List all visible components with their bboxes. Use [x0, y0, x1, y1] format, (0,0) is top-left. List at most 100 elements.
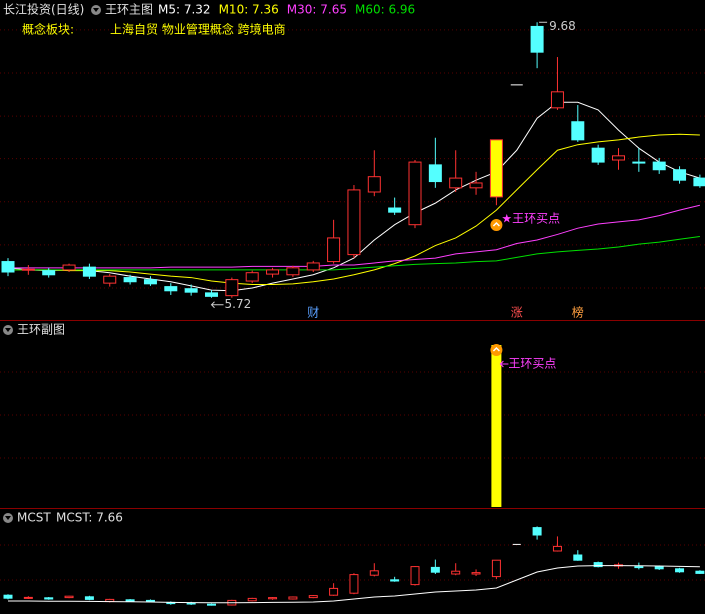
- candle-body: [471, 572, 481, 575]
- mcst-title: MCST: [17, 511, 51, 525]
- legend-entry: M5: 7.32: [158, 3, 211, 17]
- buy-icon: [492, 346, 500, 352]
- candle-body: [42, 270, 56, 276]
- candle-body: [489, 139, 503, 198]
- candle-body: [532, 527, 542, 536]
- menu-icon[interactable]: [91, 5, 101, 15]
- candle-body: [62, 264, 76, 271]
- ma-line: [8, 565, 700, 604]
- candle-body: [634, 566, 644, 569]
- candle-body: [64, 595, 74, 599]
- candle-body: [388, 207, 402, 213]
- candle-body: [225, 279, 239, 297]
- candle-body: [3, 594, 13, 599]
- candle-body: [612, 155, 625, 161]
- candle-body: [550, 91, 564, 109]
- ma-line: [8, 204, 701, 269]
- concept-label: 概念板块:: [22, 22, 74, 37]
- candle-body: [591, 147, 605, 163]
- mcst-legend: MCST: 7.66: [56, 511, 123, 525]
- candle-body: [84, 596, 94, 600]
- event-label: 榜: [572, 305, 584, 320]
- candle-body: [654, 566, 664, 570]
- candle-body: [184, 288, 198, 293]
- candle-body: [308, 595, 318, 599]
- candle-body: [103, 275, 117, 284]
- candle-body: [245, 272, 259, 282]
- candle-body: [428, 164, 442, 183]
- candle-body: [652, 161, 666, 171]
- event-label: 财: [307, 306, 319, 320]
- ma-line: [7, 101, 701, 292]
- candle-body: [327, 237, 341, 263]
- candle-body: [369, 570, 379, 576]
- menu-icon[interactable]: [3, 513, 13, 523]
- candle-body: [593, 562, 603, 568]
- signal-bar: [491, 345, 502, 507]
- candle-body: [469, 182, 483, 189]
- candle-body: [673, 169, 687, 181]
- signal-arrow: [499, 360, 509, 368]
- stock-title: 长江投资(日线): [3, 2, 84, 17]
- candle-body: [306, 262, 320, 271]
- candle-body: [573, 554, 583, 561]
- candle-body: [632, 161, 646, 164]
- candle-body: [123, 277, 137, 283]
- candle-body: [451, 570, 461, 575]
- legend-entry: M60: 6.96: [355, 3, 415, 17]
- candle-body: [329, 587, 339, 596]
- candle-body: [347, 189, 361, 256]
- candle-body: [164, 286, 178, 292]
- main-name: 王环主图: [105, 3, 153, 17]
- candle-body: [349, 574, 359, 594]
- candle-body: [390, 579, 400, 582]
- candle-body: [571, 121, 585, 141]
- candle-body: [44, 597, 54, 600]
- event-label: 涨: [511, 305, 523, 320]
- candle-body: [23, 596, 33, 599]
- signal-label: 王环买点: [508, 357, 556, 371]
- candle-body: [530, 25, 544, 53]
- candle-body: [410, 566, 420, 586]
- candle-body: [288, 596, 298, 600]
- signal-label: ★王环买点: [501, 212, 560, 226]
- candle-body: [491, 559, 501, 578]
- candle-body: [449, 177, 463, 189]
- candle-body: [430, 566, 440, 573]
- menu-icon[interactable]: [3, 325, 13, 335]
- ma-line: [8, 236, 700, 271]
- candle-body: [367, 176, 381, 193]
- concepts: 上海自贸 物业管理概念 跨境电商: [110, 22, 286, 37]
- candle-body: [143, 279, 157, 285]
- candle-body: [205, 292, 218, 297]
- low-label: 5.72: [225, 297, 252, 311]
- low-pointer: [210, 301, 224, 309]
- candle-body: [693, 177, 705, 187]
- candle-body: [266, 269, 280, 275]
- candle-body: [21, 268, 35, 271]
- legend-entry: M30: 7.65: [287, 3, 347, 17]
- candle-body: [247, 597, 257, 602]
- candle-body: [125, 599, 135, 602]
- candle-body: [675, 568, 685, 573]
- sub-title: 王环副图: [17, 323, 65, 337]
- candle-body: [186, 602, 196, 605]
- buy-icon: [490, 219, 503, 231]
- ma-line: [8, 133, 700, 286]
- buy-icon: [492, 221, 500, 227]
- candle-body: [207, 603, 216, 606]
- buy-icon: [490, 344, 503, 356]
- legend-entry: M10: 7.36: [219, 3, 279, 17]
- candle-body: [695, 570, 705, 574]
- candle-body: [82, 266, 96, 277]
- high-label: 9.68: [549, 19, 576, 33]
- candle-body: [145, 599, 155, 603]
- candle-body: [552, 545, 562, 552]
- candle-body: [408, 161, 422, 226]
- candle-body: [286, 267, 300, 276]
- candle-body: [268, 597, 278, 600]
- candle-body: [1, 261, 15, 273]
